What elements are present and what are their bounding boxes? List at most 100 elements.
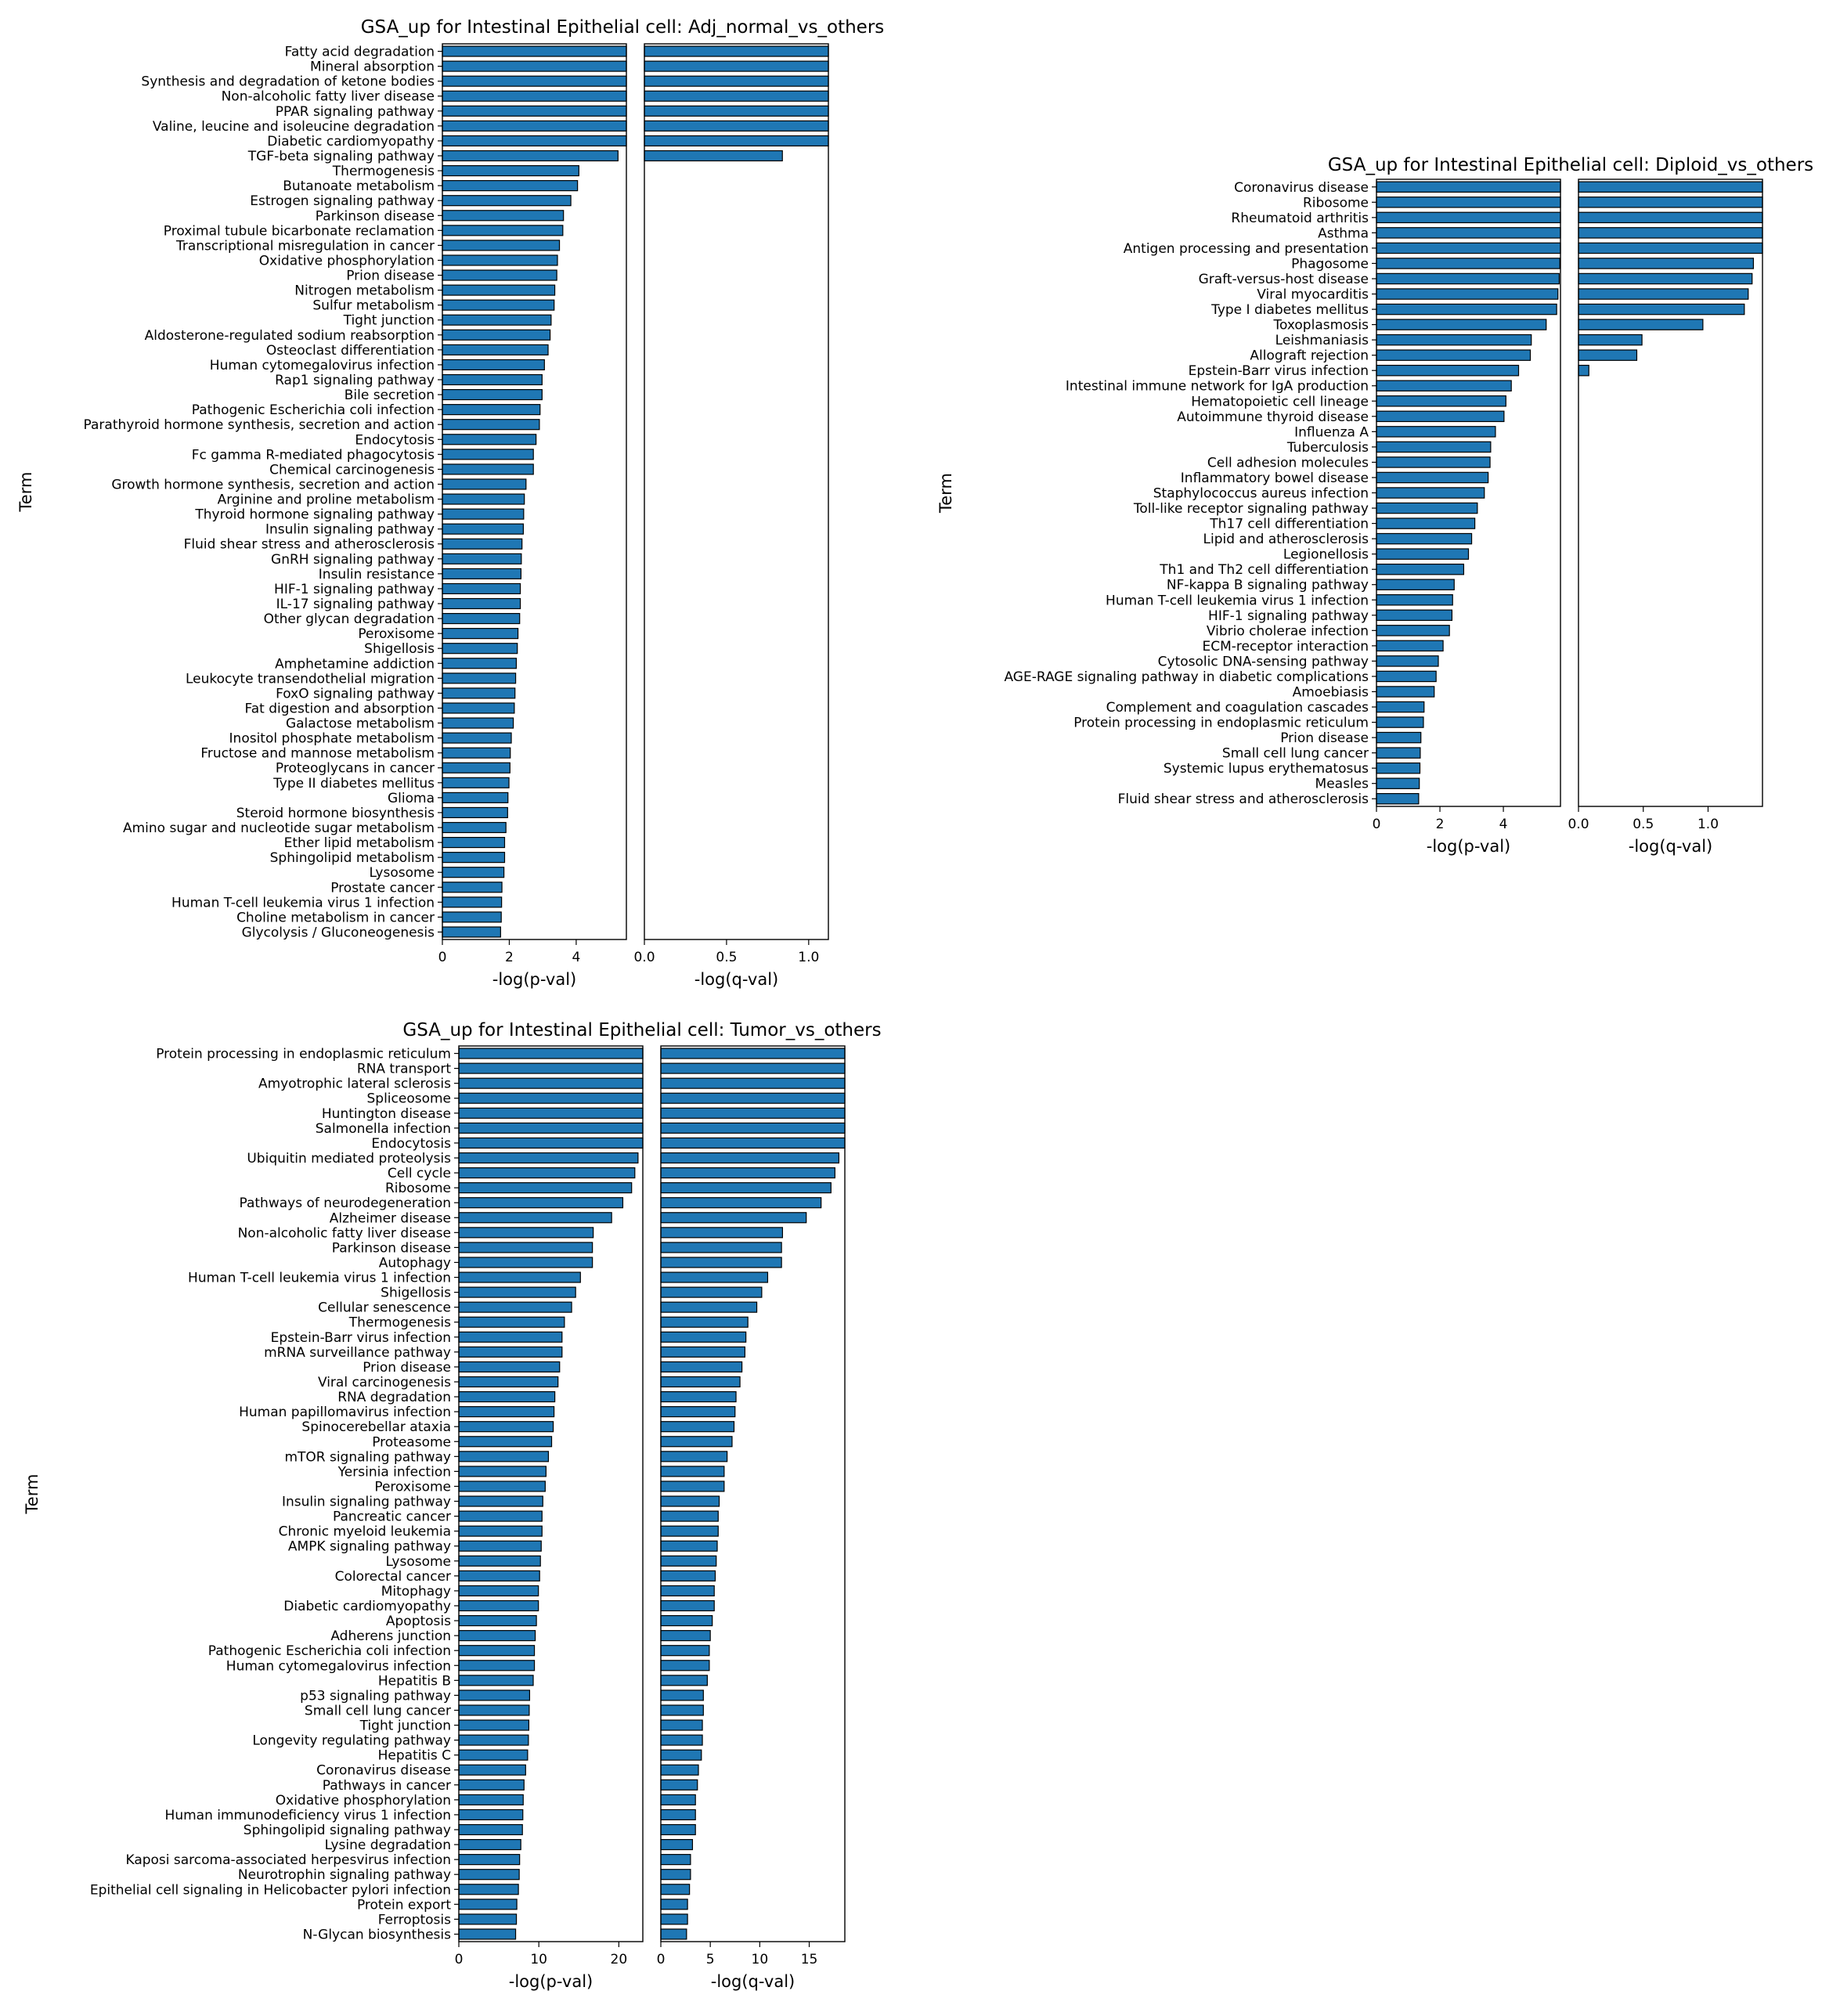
bar: [1578, 364, 1589, 377]
term-label: Chronic myeloid leukemia: [279, 1524, 451, 1540]
term-label: Aldosterone-regulated sodium reabsorptio…: [145, 328, 435, 344]
x-tick-label: 20: [611, 1952, 628, 1967]
bar: [1376, 609, 1453, 622]
term-label: Steroid hormone biosynthesis: [236, 806, 435, 821]
term-label: Antigen processing and presentation: [1124, 241, 1369, 257]
bar: [660, 1346, 745, 1358]
bar: [660, 1899, 688, 1910]
bar: [644, 75, 829, 87]
term-label: Systemic lupus erythematosus: [1164, 761, 1369, 777]
bar: [660, 1376, 741, 1388]
bar: [442, 896, 503, 908]
term-label: Osteoclast differentiation: [266, 343, 435, 359]
bar: [660, 1286, 763, 1298]
term-label: AGE-RAGE signaling pathway in diabetic c…: [1004, 669, 1369, 685]
term-label: Human cytomegalovirus infection: [226, 1658, 451, 1674]
term-label: Th17 cell differentiation: [1209, 517, 1369, 532]
bar: [442, 388, 543, 401]
term-label: Small cell lung cancer: [305, 1703, 451, 1718]
bar: [458, 1346, 563, 1358]
panel-pval: 0 2 4 -log(p-val): [438, 43, 627, 989]
term-label: Coronavirus disease: [1234, 180, 1369, 196]
bar: [442, 732, 512, 744]
bar: [1578, 227, 1763, 239]
term-label: Coronavirus disease: [316, 1763, 451, 1779]
bar: [660, 1122, 846, 1134]
term-label: Hepatitis B: [378, 1673, 451, 1689]
term-label: Glycolysis / Gluconeogenesis: [242, 925, 435, 940]
bar: [1578, 334, 1643, 346]
bar: [442, 419, 540, 431]
term-label: Apoptosis: [386, 1614, 451, 1629]
bar: [458, 1928, 517, 1940]
term-label: Amphetamine addiction: [275, 656, 435, 672]
bar: [442, 240, 561, 251]
term-label: Viral myocarditis: [1257, 287, 1369, 303]
x-axis-label: -log(p-val): [509, 1972, 593, 1991]
term-label: Mitophagy: [381, 1584, 451, 1599]
term-label: Shigellosis: [364, 641, 435, 657]
bar: [442, 777, 510, 788]
term-label: Parathyroid hormone synthesis, secretion…: [84, 417, 435, 433]
bar: [1578, 242, 1763, 254]
bar: [458, 1451, 550, 1462]
bar: [458, 1495, 543, 1507]
term-label: Kaposi sarcoma-associated herpesvirus in…: [125, 1852, 451, 1868]
x-tick-label: 0.0: [633, 950, 655, 965]
bar: [660, 1361, 743, 1373]
bar: [458, 1749, 529, 1761]
bar: [1376, 502, 1478, 514]
bar: [442, 538, 523, 550]
bar: [660, 1779, 698, 1791]
bar: [660, 1719, 703, 1731]
bar: [660, 1675, 708, 1686]
term-label: Asthma: [1318, 225, 1369, 241]
bar: [660, 1809, 696, 1821]
term-label: Legionellosis: [1283, 547, 1369, 563]
x-tick-label: 2: [505, 950, 514, 965]
term-label: Mineral absorption: [310, 60, 435, 75]
bar: [660, 1107, 846, 1119]
bar: [458, 1286, 576, 1298]
bar: [660, 1630, 711, 1642]
x-tick-label: 1.0: [798, 950, 819, 965]
term-label: AMPK signaling pathway: [288, 1539, 451, 1555]
bar: [442, 269, 557, 281]
term-label: Leishmaniasis: [1275, 333, 1369, 348]
term-label: Choline metabolism in cancer: [236, 910, 435, 925]
term-label: ECM-receptor interaction: [1203, 639, 1369, 655]
bar: [458, 1301, 572, 1313]
bar: [458, 1048, 644, 1059]
bar: [1376, 640, 1444, 652]
term-label: Type I diabetes mellitus: [1210, 302, 1369, 318]
term-label: Human T-cell leukemia virus 1 infection: [1106, 593, 1369, 608]
bar: [660, 1077, 846, 1089]
term-label: Peroxisome: [358, 626, 435, 642]
bar: [660, 1599, 715, 1612]
bar: [442, 434, 537, 445]
term-label: Human immunodeficiency virus 1 infection: [165, 1808, 451, 1823]
bar: [1376, 548, 1470, 560]
x-tick-label: 10: [752, 1952, 769, 1967]
term-label: mRNA surveillance pathway: [264, 1345, 451, 1361]
term-label: p53 signaling pathway: [300, 1688, 451, 1704]
term-label: Diabetic cardiomyopathy: [283, 1599, 451, 1614]
panel-pval: 0 2 4 -log(p-val): [1373, 179, 1561, 856]
term-label: Fluid shear stress and atherosclerosis: [184, 537, 435, 553]
term-label: Spinocerebellar ataxia: [301, 1419, 451, 1435]
bar: [442, 806, 508, 819]
x-tick-label: 5: [706, 1952, 715, 1967]
term-label: Epithelial cell signaling in Helicobacte…: [90, 1882, 451, 1898]
bar: [458, 1376, 559, 1388]
bar: [458, 1869, 520, 1881]
bar: [442, 150, 619, 162]
term-label: Fructose and mannose metabolism: [200, 746, 435, 762]
term-label: Type II diabetes mellitus: [272, 776, 435, 792]
term-label: Bile secretion: [345, 388, 435, 403]
bar: [1578, 319, 1704, 330]
bar: [1376, 395, 1506, 407]
term-label: Arginine and proline metabolism: [218, 492, 435, 508]
term-label: Non-alcoholic fatty liver disease: [222, 89, 435, 105]
term-label: TGF-beta signaling pathway: [247, 149, 435, 164]
term-label: Estrogen signaling pathway: [250, 193, 435, 209]
